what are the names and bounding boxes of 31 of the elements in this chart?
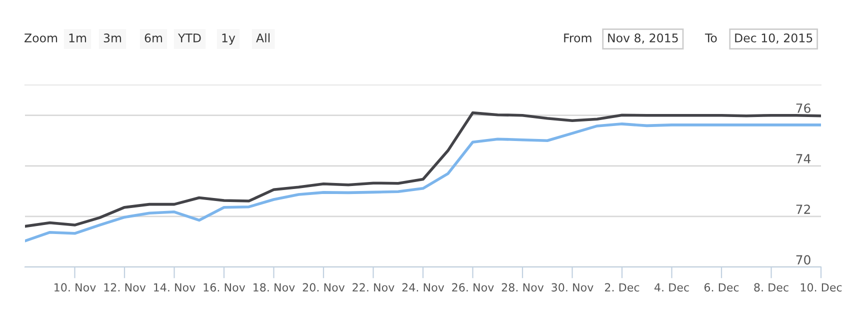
x-tick-label: 4. Dec xyxy=(654,283,689,292)
text: To xyxy=(704,34,717,42)
x-tick-label: 18. Nov xyxy=(254,283,295,292)
x-tick-label: 2. Dec xyxy=(604,283,640,292)
x-tick-label: 10. Nov xyxy=(54,283,96,292)
y-tick-label: 74 xyxy=(796,154,811,164)
y-tick-label: 70 xyxy=(796,255,810,265)
x-tick-label: 14. Nov xyxy=(154,283,196,292)
y-tick-label: 76 xyxy=(796,103,810,113)
y-tick-label: 72 xyxy=(796,204,810,214)
text: From xyxy=(564,34,592,42)
x-tick-label: 10. Dec xyxy=(800,283,842,292)
text: Nov 8, 2015 xyxy=(608,33,678,44)
x-tick-label: 24. Nov xyxy=(402,283,444,292)
x-tick-label: 26. Nov xyxy=(452,283,494,292)
text: 3m xyxy=(104,33,122,42)
text: All xyxy=(256,33,270,42)
text: YTD xyxy=(178,34,201,42)
text: 1m xyxy=(69,34,86,42)
x-tick-label: 6. Dec xyxy=(704,283,739,292)
x-tick-label: 20. Nov xyxy=(302,283,345,292)
x-tick-label: 30. Nov xyxy=(552,283,594,292)
x-tick-label: 12. Nov xyxy=(104,283,146,292)
text: 6m xyxy=(144,33,162,42)
x-tick-label: 22. Nov xyxy=(352,283,394,292)
text: 1y xyxy=(222,34,236,45)
text: Zoom xyxy=(24,34,58,42)
text: Dec 10, 2015 xyxy=(735,33,812,44)
x-tick-label: 8. Dec xyxy=(754,283,788,292)
x-tick-label: 28. Nov xyxy=(502,283,544,292)
x-tick-label: 16. Nov xyxy=(204,283,246,292)
